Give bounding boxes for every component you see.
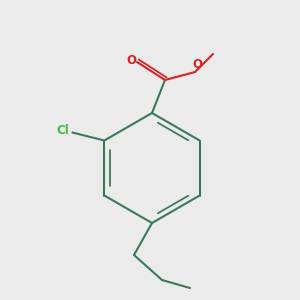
Text: O: O [126,53,136,67]
Text: O: O [192,58,202,70]
Text: Cl: Cl [56,124,69,137]
